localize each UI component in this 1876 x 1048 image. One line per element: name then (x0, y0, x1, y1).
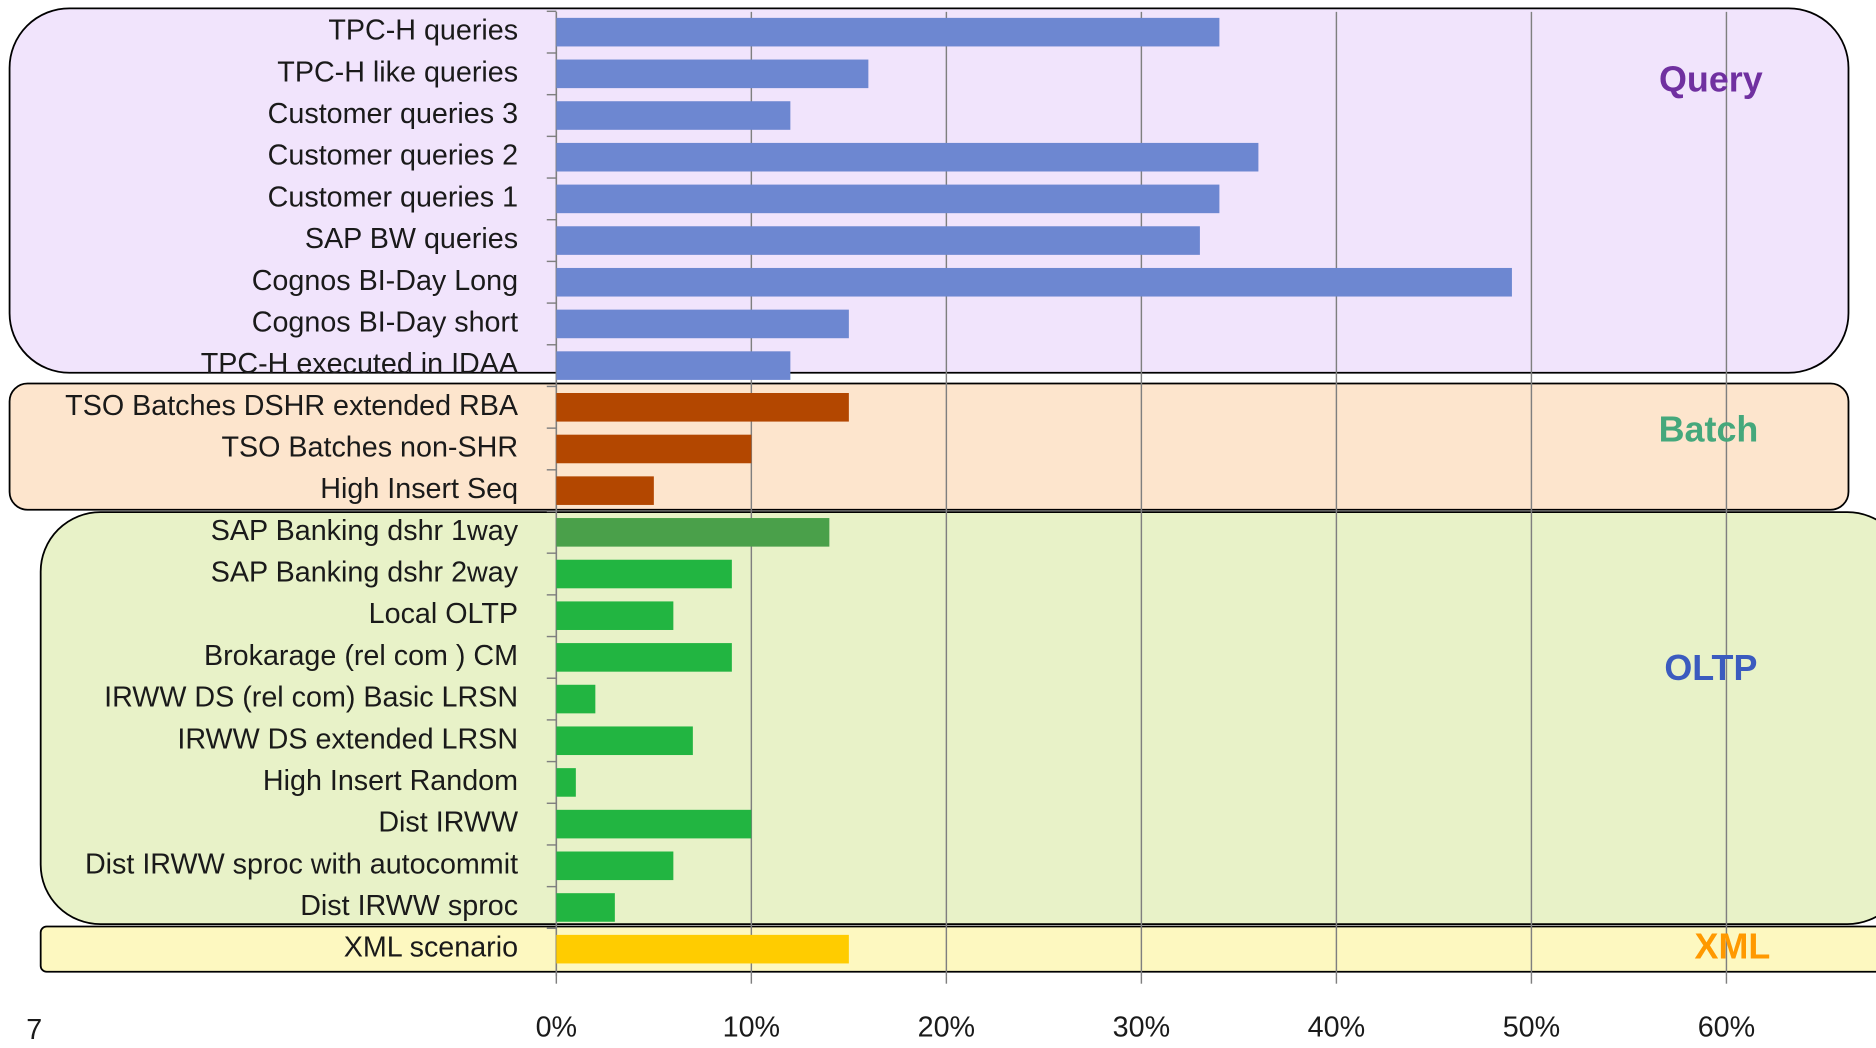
y-tick-label: High Insert Seq (320, 473, 518, 505)
group-region (39, 511, 1876, 926)
y-tick-label: IRWW DS (rel com) Basic LRSN (104, 682, 518, 714)
y-tick-label: TPC-H like queries (277, 56, 518, 88)
bar (556, 893, 615, 922)
bars (556, 17, 1512, 964)
x-tick-label: 0% (536, 1012, 577, 1044)
y-tick-label: Cognos BI-Day Long (252, 265, 518, 297)
bar (556, 351, 791, 380)
y-tick-label: SAP Banking dshr 2way (211, 557, 519, 589)
y-tick-label: Brokarage (rel com ) CM (204, 640, 518, 672)
bar (556, 184, 1220, 214)
bar (556, 226, 1200, 255)
y-tick-label: Cognos BI-Day short (252, 307, 518, 339)
y-tick-label: XML scenario (344, 932, 518, 964)
y-tick-label: Customer queries 3 (268, 98, 518, 130)
y-tick-label: Customer queries 2 (268, 140, 518, 172)
group-label: Query (1659, 60, 1763, 100)
bar (556, 851, 674, 881)
labels: Query Batch OLTP XML 0% 10% 20% 30% 40% 50% 60% TPC… (65, 15, 1770, 1044)
page-number: 7 (26, 1014, 42, 1046)
bar (556, 434, 752, 464)
y-tick-label: Local OLTP (369, 598, 518, 630)
bar (556, 17, 1220, 47)
x-tick-label: 20% (918, 1012, 975, 1044)
y-tick-label: TSO Batches non-SHR (221, 432, 518, 464)
x-tick-label: 10% (723, 1012, 780, 1044)
bar (556, 726, 693, 756)
bar (556, 476, 654, 505)
bar (556, 101, 791, 130)
y-tick-label: SAP BW queries (305, 223, 518, 255)
y-tick-label: Customer queries 1 (268, 181, 518, 213)
bar (556, 59, 869, 89)
y-tick-label: TPC-H executed in IDAA (201, 348, 519, 380)
y-tick-label: Dist IRWW sproc (300, 890, 518, 922)
bar (556, 518, 830, 547)
bar (556, 768, 576, 797)
bar (556, 309, 849, 339)
group-label: OLTP (1664, 648, 1757, 688)
x-tick-label: 60% (1698, 1012, 1755, 1044)
bar (556, 559, 732, 589)
bar (556, 809, 752, 839)
x-tick-label: 40% (1308, 1012, 1365, 1044)
bar (556, 601, 674, 630)
group-region (39, 925, 1876, 973)
bar (556, 267, 1512, 297)
y-tick-label: TSO Batches DSHR extended RBA (65, 390, 519, 422)
y-tick-label: High Insert Random (263, 765, 518, 797)
bar (556, 684, 596, 714)
group-regions (8, 7, 1876, 973)
y-tick-label: IRWW DS extended LRSN (177, 723, 518, 755)
bar (556, 142, 1259, 172)
group-label: Batch (1659, 410, 1759, 450)
y-tick-label: Dist IRWW (378, 807, 518, 839)
bar (556, 393, 849, 422)
y-tick-label: TPC-H queries (328, 15, 518, 47)
x-tick-label: 50% (1503, 1012, 1560, 1044)
y-tick-label: SAP Banking dshr 1way (211, 515, 519, 547)
group-label: XML (1695, 927, 1771, 967)
y-tick-label: Dist IRWW sproc with autocommit (85, 848, 518, 880)
bar (556, 643, 732, 672)
group-region (8, 382, 1850, 511)
bar (556, 934, 849, 964)
x-tick-label: 30% (1113, 1012, 1170, 1044)
